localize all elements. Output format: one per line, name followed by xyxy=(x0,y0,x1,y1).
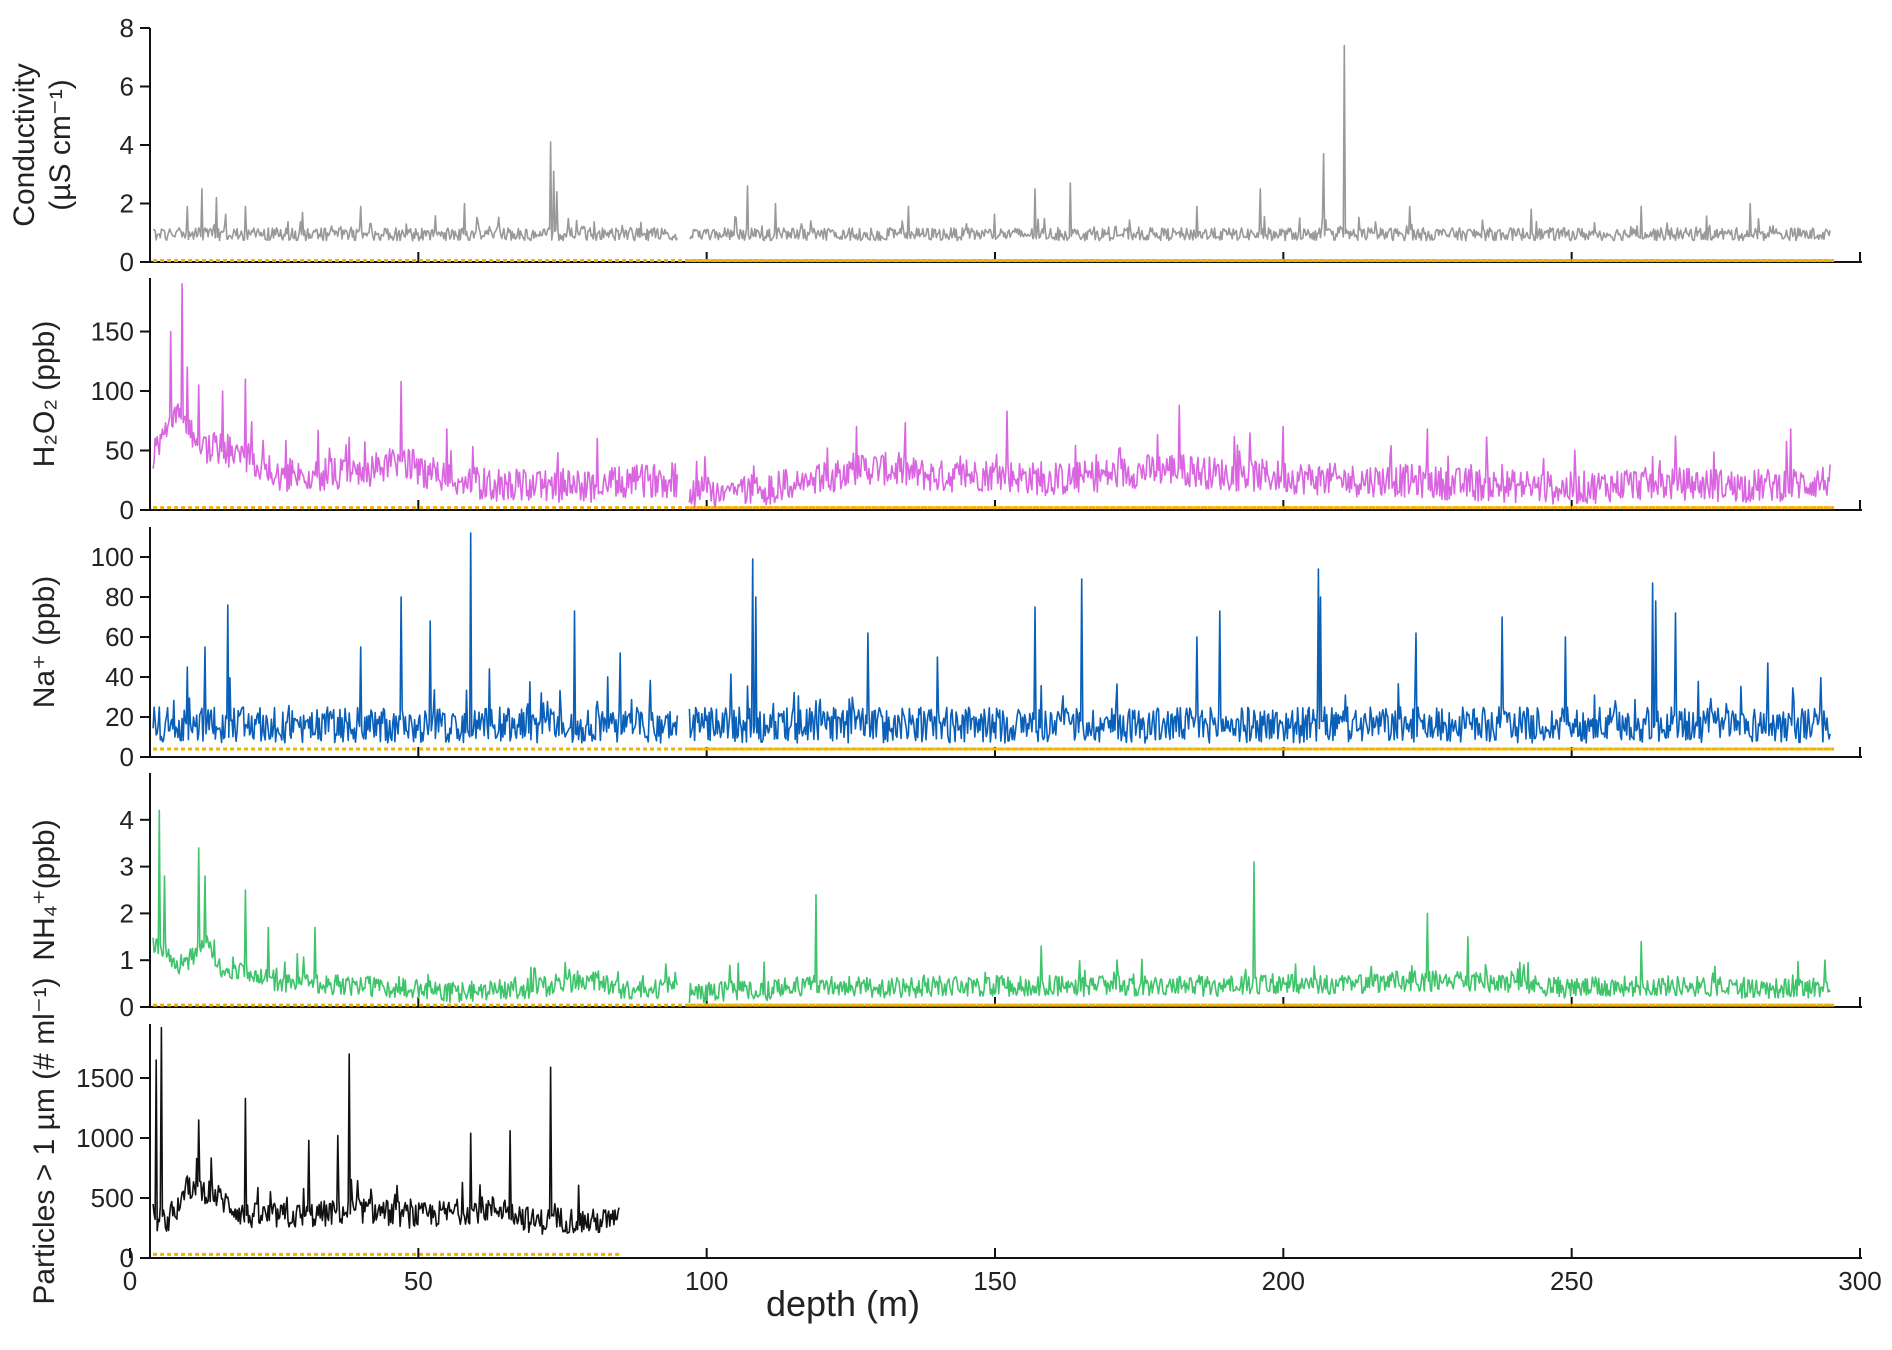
series-line-h2o2 xyxy=(688,404,1831,508)
x-tick-label: 50 xyxy=(404,1266,433,1296)
y-tick-label-cond: 8 xyxy=(120,13,134,43)
y-tick-label-h2o2: 150 xyxy=(91,317,134,347)
series-line-nh4 xyxy=(688,861,1831,1004)
y-axis-label-h2o2: H₂O₂ (ppb) xyxy=(28,321,61,468)
x-tick-label: 250 xyxy=(1550,1266,1593,1296)
y-tick-label-na: 40 xyxy=(105,662,134,692)
series-line-cond xyxy=(689,44,1831,242)
panel-na: 0 20 40 60 80 100 Na⁺ (ppb) xyxy=(28,527,1862,772)
series-line-na xyxy=(688,558,1831,744)
series-line-na xyxy=(152,532,679,744)
y-tick-label-part: 500 xyxy=(91,1183,134,1213)
y-tick-label-h2o2: 0 xyxy=(120,495,134,525)
y-tick-label-na: 100 xyxy=(91,542,134,572)
y-tick-label-nh4: 1 xyxy=(120,945,134,975)
y-tick-label-cond: 6 xyxy=(120,72,134,102)
y-tick-label-nh4: 0 xyxy=(120,992,134,1022)
panel-h2o2: 0 50 100 150 H₂O₂ (ppb) xyxy=(28,278,1862,525)
y-tick-label-na: 60 xyxy=(105,622,134,652)
y-tick-label-cond: 4 xyxy=(120,130,134,160)
x-tick-label: 300 xyxy=(1838,1266,1881,1296)
x-tick-label: 150 xyxy=(973,1266,1016,1296)
series-line-nh4 xyxy=(152,809,679,1004)
depth-axis: 0 50 100 150 200 250 300 xyxy=(123,1248,1882,1296)
y-tick-label-nh4: 2 xyxy=(120,898,134,928)
y-axis-label-cond: Conductivity xyxy=(8,63,41,226)
x-tick-label: 100 xyxy=(685,1266,728,1296)
y-axis-label-cond: (µS cm⁻¹) xyxy=(44,79,77,210)
y-tick-label-part: 1500 xyxy=(76,1063,134,1093)
y-axis-label-part: Particles > 1 µm (# ml⁻¹) xyxy=(28,977,61,1304)
y-tick-label-part: 1000 xyxy=(76,1123,134,1153)
x-axis-label: depth (m) xyxy=(766,1283,920,1324)
y-axis-label-nh4: NH₄⁺(ppb) xyxy=(28,819,61,960)
y-tick-label-nh4: 3 xyxy=(120,852,134,882)
y-tick-label-cond: 0 xyxy=(120,247,134,277)
series-line-h2o2 xyxy=(152,283,679,504)
y-tick-label-cond: 2 xyxy=(120,189,134,219)
series-line-part xyxy=(152,1026,620,1235)
y-tick-label-na: 0 xyxy=(120,742,134,772)
y-tick-label-h2o2: 50 xyxy=(105,436,134,466)
series-line-cond xyxy=(152,141,679,242)
y-axis-label-na: Na⁺ (ppb) xyxy=(28,576,61,709)
x-tick-label: 0 xyxy=(123,1266,137,1296)
y-tick-label-nh4: 4 xyxy=(120,805,134,835)
y-tick-label-na: 20 xyxy=(105,702,134,732)
x-tick-label: 200 xyxy=(1262,1266,1305,1296)
panel-cond: 0 2 4 6 8 Conductivity (µS cm⁻¹) xyxy=(8,13,1862,277)
panel-nh4: 0 1 2 3 4 NH₄⁺(ppb) xyxy=(28,773,1862,1022)
y-tick-label-na: 80 xyxy=(105,582,134,612)
y-tick-label-h2o2: 100 xyxy=(91,376,134,406)
